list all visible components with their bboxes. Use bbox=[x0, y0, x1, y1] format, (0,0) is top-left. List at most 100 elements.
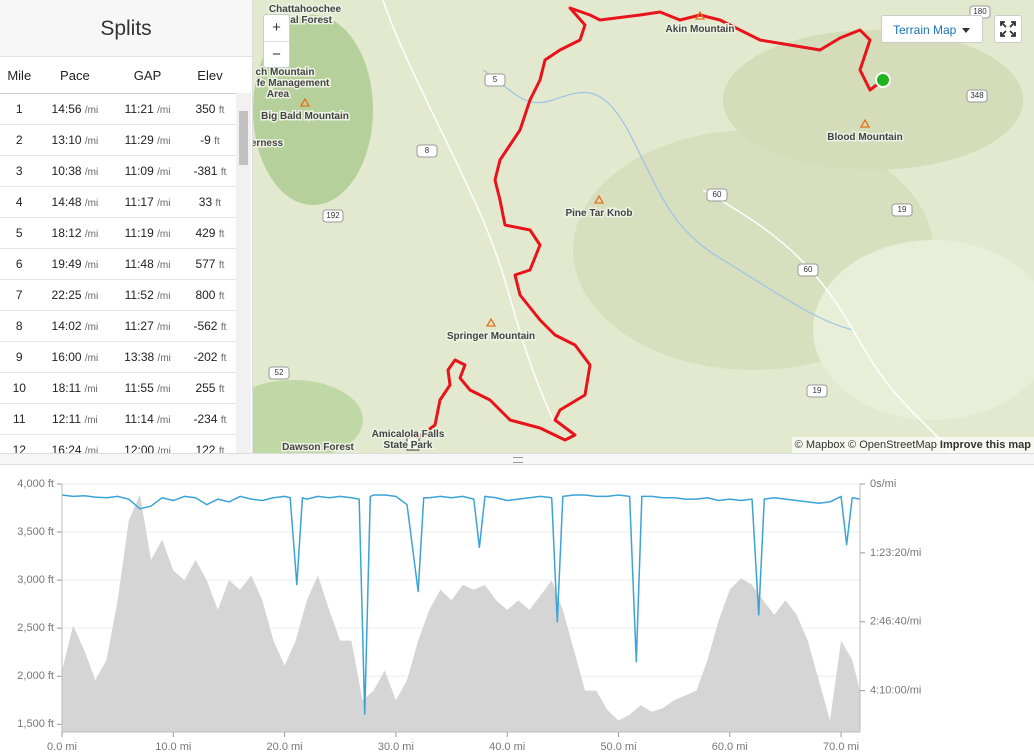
gap-unit: /mi bbox=[157, 353, 171, 364]
scrollbar[interactable] bbox=[236, 93, 251, 453]
x-tick-label: 50.0 mi bbox=[600, 741, 636, 753]
mile-cell: 12 bbox=[0, 434, 39, 453]
y2-tick-label: 0s/mi bbox=[870, 478, 896, 490]
gap-cell: 11:19 /mi bbox=[111, 217, 184, 249]
pace-cell: 16:24 /mi bbox=[38, 434, 112, 453]
elev-cell: -234 ft bbox=[183, 403, 236, 435]
y-tick-label: 4,000 ft bbox=[17, 478, 54, 490]
elev-cell: 350 ft bbox=[183, 93, 236, 125]
gap-value: 11:19 bbox=[124, 226, 154, 240]
split-row: 3 10:38 /mi 11:09 /mi -381 ft bbox=[0, 155, 236, 187]
road-number: 8 bbox=[425, 146, 430, 155]
splits-panel: Splits Mile Pace GAP Elev 1 14:56 /mi 11:21 /… bbox=[0, 0, 253, 453]
gap-value: 11:48 bbox=[124, 257, 154, 271]
gap-unit: /mi bbox=[157, 384, 171, 395]
x-tick-label: 60.0 mi bbox=[712, 741, 748, 753]
gap-cell: 12:00 /mi bbox=[111, 434, 184, 453]
zoom-out[interactable]: − bbox=[272, 46, 281, 63]
road-number: 180 bbox=[973, 7, 987, 16]
gap-cell: 11:55 /mi bbox=[111, 372, 184, 404]
mile-cell: 8 bbox=[0, 310, 39, 342]
peak-icon bbox=[485, 317, 497, 327]
x-tick-label: 40.0 mi bbox=[489, 741, 525, 753]
split-row: 6 19:49 /mi 11:48 /mi 577 ft bbox=[0, 248, 236, 280]
scroll-thumb[interactable] bbox=[239, 111, 248, 165]
elev-value: 255 bbox=[195, 381, 216, 395]
pace-cell: 19:49 /mi bbox=[38, 248, 112, 280]
x-tick-label: 0.0 mi bbox=[47, 741, 77, 753]
road-shield bbox=[806, 384, 828, 398]
map[interactable]: Akin Mountain Blood Mountain Pine Tar Knob… bbox=[253, 0, 1034, 453]
y-tick-label: 3,000 ft bbox=[17, 574, 54, 586]
place-label: ch Mountain bbox=[256, 67, 315, 78]
terrain bbox=[723, 30, 1023, 170]
gap-value: 11:21 bbox=[124, 102, 154, 116]
gap-unit: /mi bbox=[157, 198, 171, 209]
place-label: erness bbox=[253, 138, 284, 149]
elev-value: -234 bbox=[193, 412, 218, 426]
column-header: Pace bbox=[38, 57, 112, 94]
pace-unit: /mi bbox=[84, 105, 99, 116]
resize-handle[interactable] bbox=[0, 453, 1034, 465]
forest bbox=[253, 380, 363, 453]
split-row: 1 14:56 /mi 11:21 /mi 350 ft bbox=[0, 93, 236, 125]
road-number: 348 bbox=[970, 91, 984, 100]
mile-cell: 2 bbox=[0, 124, 39, 156]
pace-cell: 10:38 /mi bbox=[38, 155, 112, 187]
x-tick-label: 30.0 mi bbox=[378, 741, 414, 753]
attribution-osm[interactable]: © OpenStreetMap bbox=[848, 439, 937, 451]
pace-cell: 18:12 /mi bbox=[38, 217, 112, 249]
attribution-improve[interactable]: Improve this map bbox=[939, 439, 1031, 451]
splits-table: Mile Pace GAP Elev 1 14:56 /mi 11:21 /mi 350 f… bbox=[0, 57, 236, 453]
place-label: Area bbox=[267, 89, 290, 100]
elev-value: 800 bbox=[195, 288, 216, 302]
start-marker bbox=[875, 72, 891, 88]
pace-unit: /mi bbox=[84, 322, 99, 333]
split-row: 4 14:48 /mi 11:17 /mi 33 ft bbox=[0, 186, 236, 218]
pace-cell: 13:10 /mi bbox=[38, 124, 112, 156]
pace-value: 14:48 bbox=[51, 195, 82, 209]
zoom-in[interactable]: + bbox=[264, 15, 289, 42]
gap-unit: /mi bbox=[157, 167, 171, 178]
y-tick-label: 2,500 ft bbox=[17, 622, 54, 634]
road-shield bbox=[706, 188, 728, 202]
gap-unit: /mi bbox=[157, 260, 171, 271]
terrain bbox=[813, 240, 1034, 420]
gap-unit: /mi bbox=[157, 415, 171, 426]
road-shield bbox=[797, 263, 819, 277]
map-style-button[interactable]: Terrain Map bbox=[881, 15, 983, 43]
gap-value: 13:38 bbox=[124, 350, 155, 364]
fullscreen-button[interactable] bbox=[994, 15, 1022, 43]
gap-value: 12:00 bbox=[124, 443, 155, 453]
elev-unit: ft bbox=[218, 446, 225, 453]
gap-unit: /mi bbox=[157, 291, 171, 302]
pace-unit: /mi bbox=[84, 353, 99, 364]
pace-value: 16:24 bbox=[51, 443, 82, 453]
pace-value: 14:02 bbox=[51, 319, 82, 333]
road-number: 19 bbox=[898, 205, 907, 214]
y2-tick-label: 1:23:20/mi bbox=[870, 547, 921, 559]
mile-cell: 11 bbox=[0, 403, 39, 435]
split-row: 7 22:25 /mi 11:52 /mi 800 ft bbox=[0, 279, 236, 311]
gap-cell: 11:17 /mi bbox=[111, 186, 184, 218]
place-label: fe Management bbox=[257, 78, 330, 89]
y2-tick-label: 4:10:00/mi bbox=[870, 685, 921, 697]
pace-value: 16:00 bbox=[51, 350, 82, 364]
peak-icon bbox=[694, 10, 706, 20]
place-label: State Park bbox=[384, 440, 433, 451]
gap-cell: 11:21 /mi bbox=[111, 93, 184, 125]
road-number: 52 bbox=[275, 368, 284, 377]
place-label: Akin Mountain bbox=[666, 24, 735, 35]
fullscreen-icon bbox=[1000, 21, 1016, 37]
elev-value: -562 bbox=[193, 319, 218, 333]
split-row: 2 13:10 /mi 11:29 /mi -9 ft bbox=[0, 124, 236, 156]
attribution-mapbox[interactable]: © Mapbox bbox=[794, 439, 845, 451]
road bbox=[382, 0, 554, 421]
y-tick-label: 3,500 ft bbox=[17, 526, 54, 538]
elev-cell: 577 ft bbox=[183, 248, 236, 280]
elev-unit: ft bbox=[220, 167, 227, 178]
pace-unit: /mi bbox=[84, 229, 99, 240]
elev-cell: 255 ft bbox=[183, 372, 236, 404]
y-tick-label: 2,000 ft bbox=[17, 670, 54, 682]
gap-value: 11:27 bbox=[124, 319, 154, 333]
